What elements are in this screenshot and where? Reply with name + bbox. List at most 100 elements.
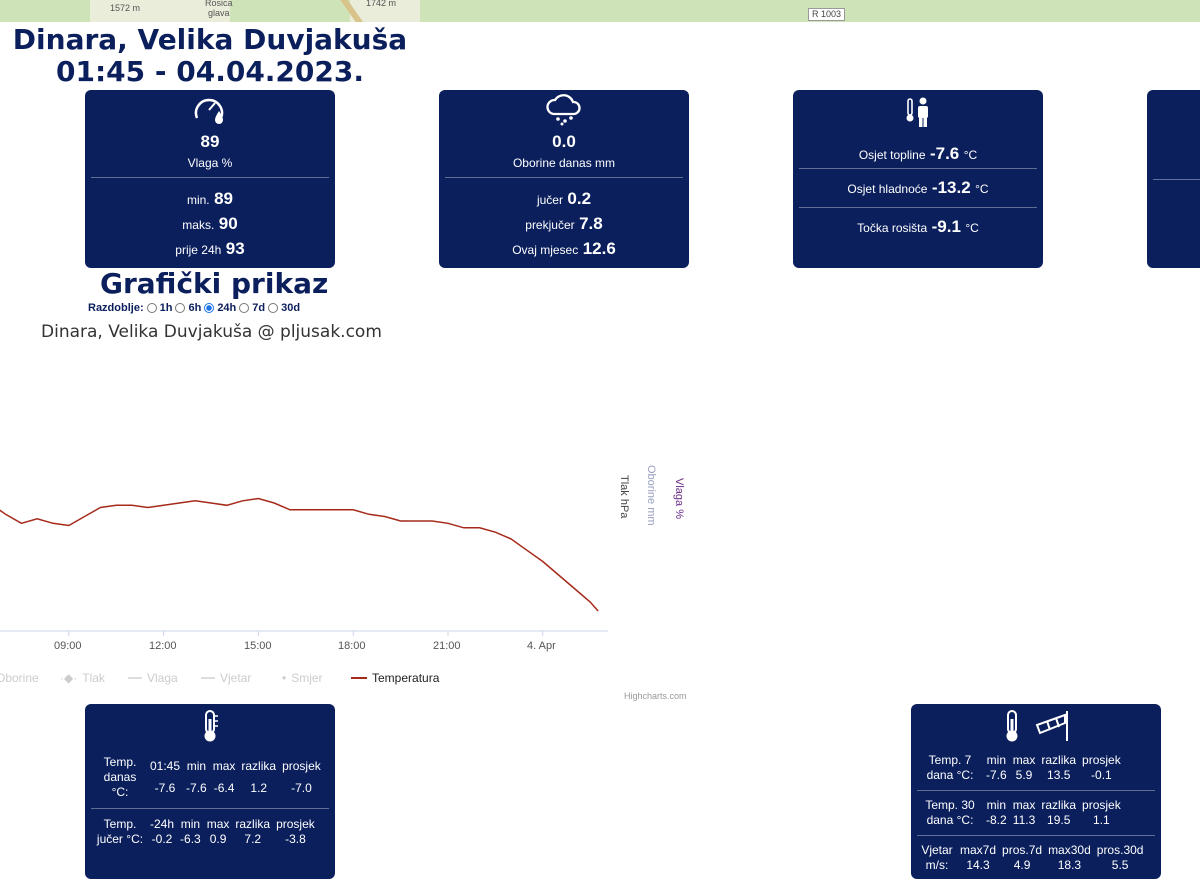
humidity-value: 89 [200, 132, 220, 151]
legend-item-vlaga[interactable]: Vlaga [128, 671, 178, 685]
rain-month-value: 12.6 [582, 239, 616, 258]
humidity-prev-value: 93 [225, 239, 245, 258]
temp-today-value: -7.0 [291, 781, 312, 796]
temp-7d-value: -0.1 [1091, 768, 1112, 782]
rain-yesterday-label: jučer [536, 193, 563, 207]
temp-30d-value: -8.2 [986, 813, 1007, 827]
temp-yesterday-value: 0.9 [209, 832, 227, 846]
temp-today-value: 1.2 [250, 781, 268, 796]
legend-item-temperatura[interactable]: Temperatura [351, 671, 439, 685]
dew-value: -9.1 [931, 217, 961, 236]
period-radio-24h[interactable] [204, 303, 215, 313]
humidity-min-value: 89 [214, 189, 234, 208]
temp-today-header: razlika [241, 758, 277, 773]
axis-title-pressure: Tlak hPa [618, 475, 630, 519]
legend-symbol-icon: ·◆· [60, 671, 78, 685]
temp-today-card: Temp. danas °C: 01:45 min max razlika pr… [85, 704, 335, 879]
period-radio-30d[interactable] [268, 303, 279, 313]
temp-yesterday-value: -0.2 [151, 832, 173, 846]
graph-title: Grafički prikaz [100, 267, 329, 300]
wind-header: pros.30d [1096, 843, 1144, 857]
temp-30d-table: Temp. 30 dana °C: min max razlika prosje… [917, 798, 1124, 828]
temp-today-table: Temp. danas °C: 01:45 min max razlika pr… [93, 755, 324, 800]
map-label-elevation: 1572 m [110, 3, 141, 13]
period-option-label: 1h [159, 302, 173, 314]
map-label-place: Rosica glava [205, 0, 233, 18]
wind-label: Vjetar m/s: [921, 843, 953, 872]
period-radio-6h[interactable] [175, 303, 186, 313]
series-line-temperatura [0, 497, 599, 612]
temp-yesterday-header: prosjek [276, 817, 315, 831]
chill-value: -13.2 [931, 178, 971, 197]
feels-card: Osjet topline -7.6 °C Osjet hladnoće -13… [793, 90, 1043, 268]
rain-yesterday-value: 0.2 [567, 189, 592, 208]
wind-header: pros.7d [1002, 843, 1043, 857]
temp-yesterday-value: -6.3 [180, 832, 201, 846]
dew-label: Točka rosišta [857, 221, 928, 235]
legend-item-tlak[interactable]: ·◆· Tlak [60, 671, 105, 685]
humidity-max-label: maks. [182, 218, 215, 232]
temp-today-header: prosjek [282, 758, 321, 773]
temp-yesterday-header: -24h [150, 817, 175, 831]
legend-dot-icon: • [282, 671, 287, 685]
temp-7d-value: 13.5 [1047, 768, 1071, 782]
temp-30d-header: razlika [1041, 798, 1077, 812]
chill-unit: °C [975, 182, 989, 196]
period-selector: Razdoblje: 1h 6h 24h 7d 30d [88, 302, 300, 314]
wind-card-partial [1147, 90, 1200, 268]
x-tick-label: 21:00 [433, 640, 461, 652]
humidity-max-value: 90 [218, 214, 238, 233]
temp-long-card: Temp. 7 dana °C: min max razlika prosjek… [911, 704, 1161, 879]
temp-yesterday-header: razlika [235, 817, 271, 831]
wind-table: Vjetar m/s: max7d pros.7d max30d pros.30… [917, 843, 1146, 873]
rain-daybefore-label: prekjučer [525, 218, 575, 232]
temp-today-value: -6.4 [213, 781, 235, 796]
legend-label: Temperatura [372, 671, 440, 685]
temp-7d-value: -7.6 [986, 768, 1007, 782]
legend-label: Vjetar [220, 671, 252, 685]
temp-30d-header: max [1012, 798, 1036, 812]
temp-today-label: Temp. danas °C: [103, 755, 137, 799]
temp-30d-value: 11.3 [1012, 813, 1036, 827]
feels-unit: °C [963, 148, 978, 162]
period-option-label: 24h [217, 302, 237, 314]
highcharts-credit[interactable]: Highcharts.com [624, 691, 687, 701]
x-tick-label: 09:00 [54, 640, 82, 652]
legend-line-icon [128, 677, 142, 679]
temp-7d-header: razlika [1041, 753, 1077, 767]
legend-line-icon [201, 677, 215, 679]
humidity-card: 89 Vlaga % min. 89 maks. 90 prije 24h 93 [85, 90, 335, 268]
x-tick-label: 18:00 [338, 640, 366, 652]
thermometer-icon [85, 704, 335, 749]
map-strip[interactable]: 1572 m Rosica glava 1742 m R 1003 [0, 0, 1200, 22]
rain-cloud-icon [439, 90, 689, 132]
humidity-min-label: min. [186, 193, 210, 207]
legend-label: Smjer [291, 671, 323, 685]
temp-yesterday-value: 7.2 [244, 832, 262, 846]
wind-value: 4.9 [1013, 858, 1031, 872]
temp-7d-header: max [1012, 753, 1036, 767]
period-radio-7d[interactable] [239, 303, 250, 313]
temp-30d-header: min [986, 798, 1007, 812]
axis-title-rain: Oborine mm [645, 465, 657, 526]
rain-daybefore-value: 7.8 [579, 214, 603, 233]
windsock-icon [1031, 711, 1071, 749]
legend-label: Tlak [82, 671, 105, 685]
legend-item-vjetar[interactable]: Vjetar [201, 671, 251, 685]
rain-label: Oborine danas mm [512, 156, 616, 170]
temp-7d-header: min [986, 753, 1007, 767]
legend-label: Vlaga [147, 671, 178, 685]
temperature-chart[interactable] [0, 480, 610, 640]
legend-item-oborine[interactable]: Oborine [0, 671, 39, 685]
temp-30d-header: prosjek [1082, 798, 1121, 812]
station-datetime: 01:45 - 04.04.2023. [55, 55, 364, 88]
period-radio-1h[interactable] [146, 303, 157, 313]
temp-today-header: 01:45 [150, 758, 181, 773]
card-icons [911, 704, 1161, 749]
x-tick-label: 15:00 [244, 640, 272, 652]
temp-yesterday-table: Temp. jučer °C: -24h min max razlika pro… [93, 817, 318, 847]
legend-item-smjer[interactable]: • Smjer [282, 671, 323, 685]
axis-title-humidity: Vlaga % [673, 478, 685, 519]
chart-subtitle: Dinara, Velika Duvjakuša @ pljusak.com [41, 322, 382, 342]
map-label-elevation: 1742 m [366, 0, 397, 8]
